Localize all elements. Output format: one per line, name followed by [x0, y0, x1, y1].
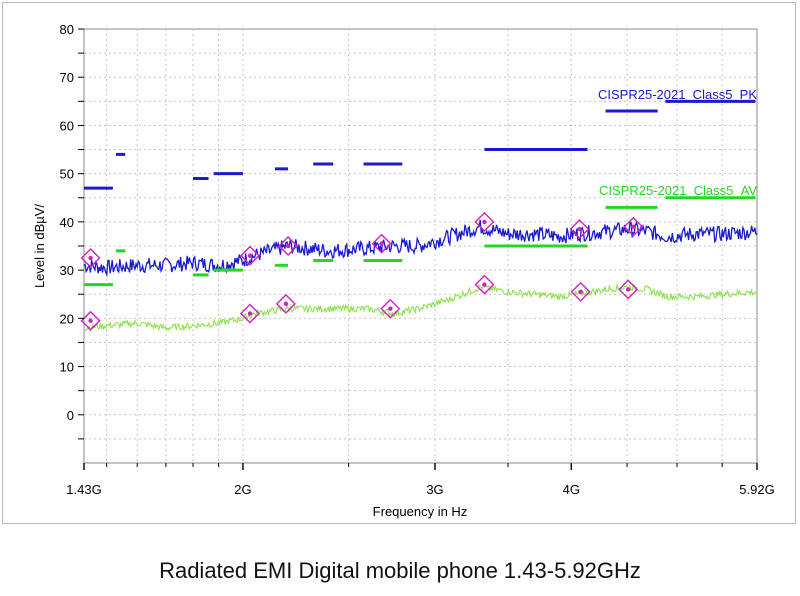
peak-marker-dot — [379, 241, 384, 246]
y-tick-label: 30 — [60, 263, 74, 278]
peak-marker — [623, 216, 644, 237]
peak-marker-dot — [88, 255, 93, 261]
peak-marker-dot — [482, 219, 487, 225]
x-tick-label: 3G — [426, 482, 443, 497]
axes: 0 10 20 30 40 50 60 70 80 1.43G 2G 3G 4G 5.92G — [60, 22, 775, 497]
series-trace — [83, 282, 758, 332]
markers — [80, 211, 644, 331]
series-trace — [83, 219, 758, 277]
peak-marker-dot — [631, 224, 636, 229]
peak-marker-dot — [577, 226, 582, 232]
peak-marker — [371, 233, 392, 254]
emi-chart: 0 10 20 30 40 50 60 70 80 1.43G 2G 3G 4G 5.92G CISPR2… — [32, 22, 775, 519]
y-axis-label: Level in dBµV/ — [32, 204, 47, 288]
peak-marker-dot — [247, 311, 253, 316]
traces — [83, 219, 758, 332]
peak-marker — [618, 279, 639, 300]
grid — [84, 29, 757, 463]
x-tick-label: 5.92G — [739, 482, 774, 497]
peak-marker — [275, 293, 296, 314]
y-tick-label: 60 — [60, 118, 74, 133]
y-tick-label: 10 — [60, 360, 74, 375]
peak-marker — [239, 245, 260, 266]
y-tick-label: 80 — [60, 22, 74, 37]
peak-marker-dot — [578, 289, 583, 295]
peak-marker — [474, 211, 495, 232]
y-tick-label: 50 — [60, 167, 74, 182]
peak-marker-dot — [283, 301, 289, 307]
peak-marker — [569, 219, 590, 240]
peak-marker — [474, 274, 495, 295]
peak-marker-dot — [285, 243, 291, 249]
x-tick-label: 4G — [563, 482, 580, 497]
y-tick-label: 20 — [60, 311, 74, 326]
limit-label-pk: CISPR25-2021_Class5_PK — [598, 87, 757, 102]
y-tick-label: 70 — [60, 70, 74, 85]
peak-marker — [380, 298, 401, 319]
limit-lines — [84, 99, 756, 287]
peak-marker-dot — [482, 282, 487, 287]
peak-marker — [80, 248, 101, 269]
y-tick-label: 40 — [60, 215, 74, 230]
x-axis-label: Frequency in Hz — [373, 504, 468, 519]
peak-marker — [80, 310, 101, 331]
figure-caption: Radiated EMI Digital mobile phone 1.43-5… — [159, 558, 641, 583]
x-tick-label: 2G — [234, 482, 251, 497]
peak-marker-dot — [625, 287, 631, 292]
limit-label-av: CISPR25-2021_Class5_AV — [599, 183, 757, 198]
x-tick-label: 1.43G — [66, 482, 101, 497]
peak-marker-dot — [88, 318, 93, 323]
peak-marker — [278, 236, 299, 256]
peak-marker — [570, 281, 591, 302]
y-tick-label: 0 — [67, 408, 74, 423]
peak-marker-dot — [247, 253, 253, 258]
peak-marker-dot — [388, 306, 393, 311]
peak-marker — [239, 303, 260, 324]
